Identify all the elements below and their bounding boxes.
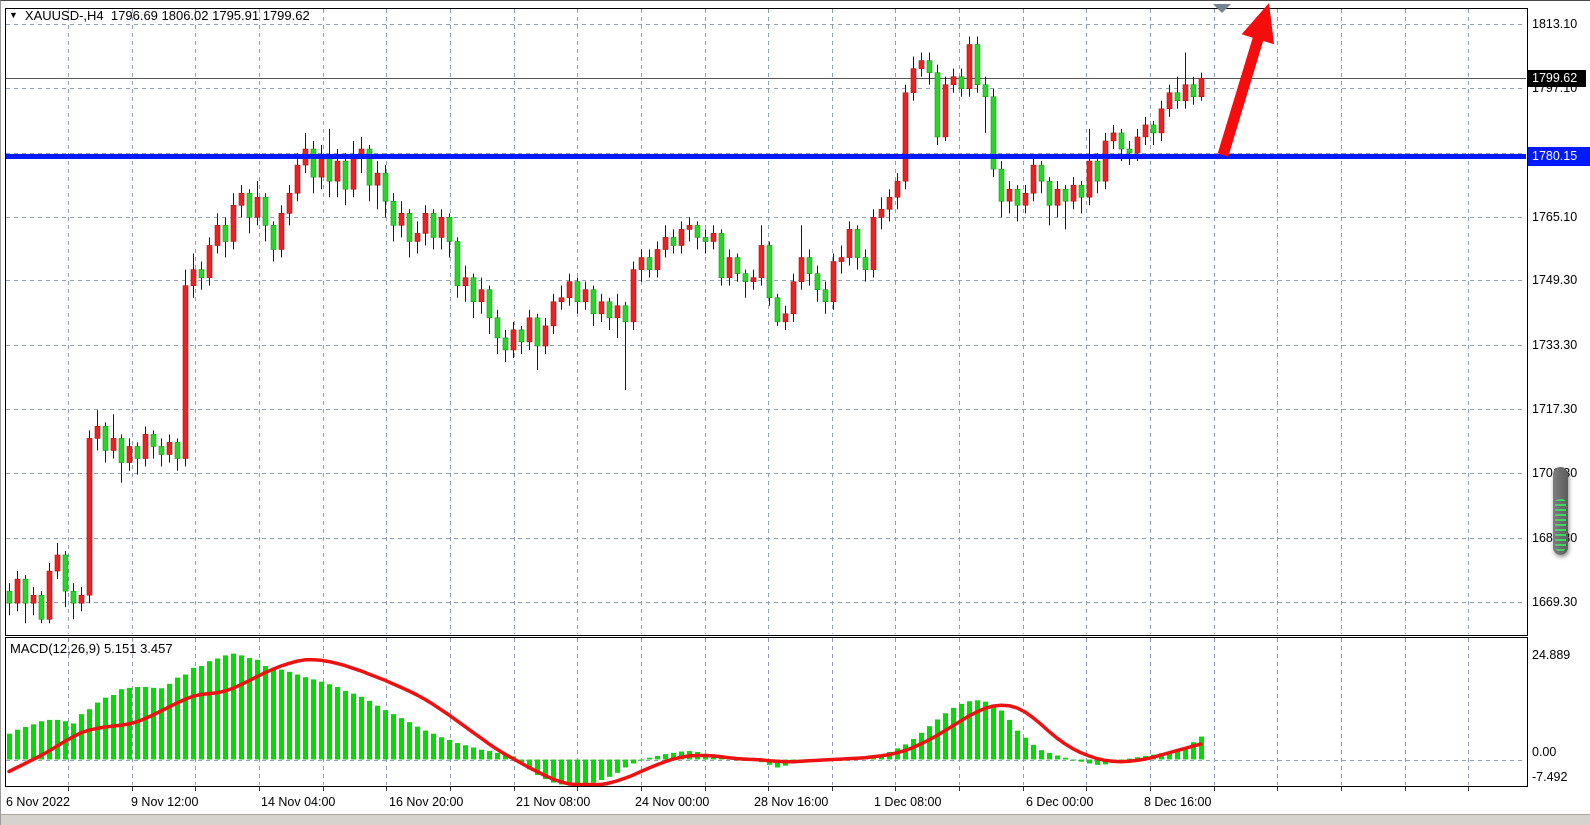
macd-axis-label: 0.00 [1532, 745, 1557, 759]
time-axis-label: 14 Nov 04:00 [261, 795, 336, 809]
time-axis-label: 1 Dec 08:00 [874, 795, 942, 809]
time-axis-label: 9 Nov 12:00 [131, 795, 199, 809]
price-axis-label: 1749.30 [1532, 273, 1578, 288]
chart-shift-marker-icon [1213, 4, 1231, 13]
scrollbar-grip-stripes [1555, 499, 1566, 551]
macd-name: MACD(12,26,9) [10, 641, 101, 656]
scrollbar-thumb[interactable] [1553, 467, 1568, 555]
price-axis-label: 1813.10 [1532, 17, 1578, 31]
price-axis-label: 1765.10 [1532, 209, 1578, 224]
hline-price-tag: 1780.15 [1528, 147, 1590, 166]
macd-axis-label: -7.492 [1532, 770, 1568, 784]
time-axis-label: 8 Dec 16:00 [1144, 795, 1212, 809]
time-axis-label: 28 Nov 16:00 [754, 795, 829, 809]
macd-axis-label: 24.889 [1532, 648, 1571, 662]
ohlc-readout: 1796.69 1806.02 1795.91 1799.62 [110, 8, 310, 23]
current-price-tag: 1799.62 [1528, 69, 1586, 87]
price-axis-label: 1733.30 [1532, 337, 1578, 352]
time-axis-label: 21 Nov 08:00 [516, 795, 591, 809]
time-axis-label: 6 Nov 2022 [6, 795, 70, 809]
time-axis-label: 16 Nov 20:00 [389, 795, 464, 809]
price-axis-label: 1717.30 [1532, 402, 1578, 417]
chart-title: ▼ XAUUSD-,H4 1796.69 1806.02 1795.91 1799… [9, 8, 310, 23]
symbol-dropdown-icon[interactable]: ▼ [9, 10, 18, 20]
price-axis-label: 1669.30 [1532, 595, 1578, 609]
macd-indicator-label: MACD(12,26,9) 5.151 3.457 [10, 641, 173, 656]
time-axis-label: 6 Dec 00:00 [1026, 795, 1094, 809]
symbol-timeframe: XAUUSD-,H4 [24, 8, 104, 23]
up-trend-arrow [1217, 3, 1275, 157]
status-strip [1, 814, 1590, 825]
time-axis-label: 24 Nov 00:00 [635, 795, 710, 809]
macd-values: 5.151 3.457 [103, 641, 173, 656]
